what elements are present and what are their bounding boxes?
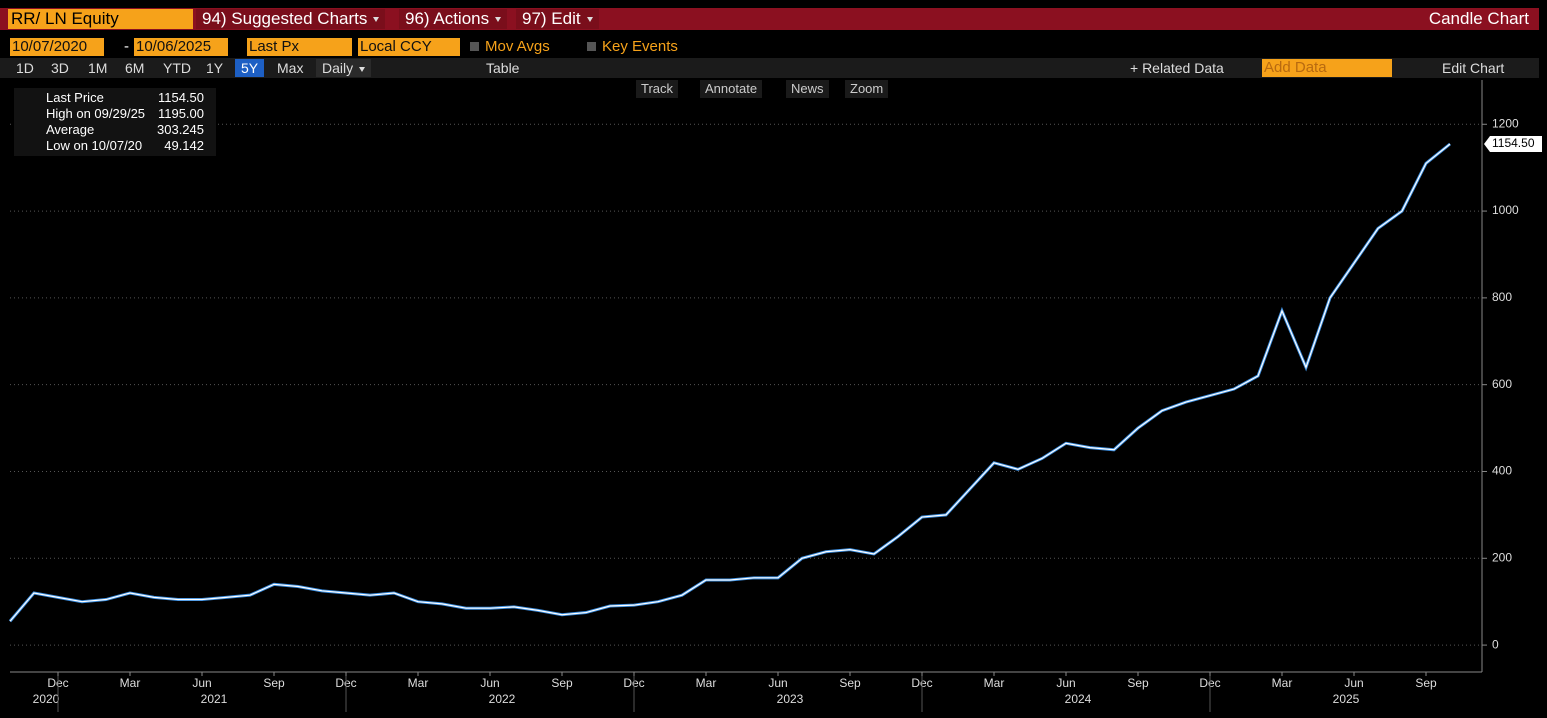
frequency[interactable]: Daily [316, 59, 372, 77]
price-line [9, 143, 1451, 622]
legend-name: Low on 10/07/20 [46, 138, 143, 153]
tool[interactable]: Track [636, 80, 679, 98]
legend-row: Average 303.245 [14, 122, 216, 138]
year-label: 2024 [1065, 692, 1092, 706]
field[interactable]: Last Px [247, 38, 352, 56]
end-date[interactable]: 10/06/2025 [134, 38, 228, 56]
x-tick-label: Dec [911, 676, 932, 690]
start-date[interactable]: 10/07/2020 [10, 38, 104, 56]
legend-name: High on 09/29/25 [46, 106, 146, 121]
period[interactable]: 1Y [206, 60, 224, 76]
last-price-tag [1484, 136, 1542, 153]
x-tick-label: Sep [551, 676, 573, 690]
legend-value: 303.245 [157, 122, 204, 137]
menu[interactable]: 96) Actions [399, 9, 508, 29]
x-tick-label: Jun [480, 676, 499, 690]
menu-label: 96) Actions [405, 9, 490, 28]
legend-name: Average [46, 122, 95, 137]
x-tick-label: Dec [623, 676, 644, 690]
last-price-label: 1154.50 [1492, 136, 1535, 150]
toolbar [0, 58, 1539, 78]
toggle-label: Key Events [602, 38, 678, 55]
frequency-label: Daily [322, 60, 354, 76]
x-tick-label: Mar [696, 676, 717, 690]
x-tick-label: Sep [839, 676, 861, 690]
x-tick-label: Mar [984, 676, 1005, 690]
year-label: 2023 [777, 692, 804, 706]
menu[interactable]: 94) Suggested Charts [196, 9, 386, 29]
edit-chart[interactable]: Edit Chart [1442, 60, 1505, 76]
currency[interactable]: Local CCY [358, 38, 460, 56]
y-tick-label: 1000 [1492, 203, 1519, 217]
tool[interactable]: News [786, 80, 829, 98]
period[interactable]: Max [277, 60, 304, 76]
y-tick-label: 0 [1492, 637, 1499, 651]
legend-value: 1154.50 [157, 90, 204, 105]
table-button[interactable]: Table [486, 60, 520, 76]
year-label: 2025 [1333, 692, 1360, 706]
toggle-label: Mov Avgs [485, 38, 550, 55]
x-tick-label: Jun [192, 676, 211, 690]
x-tick-label: Jun [768, 676, 787, 690]
chart-kind: Candle Chart [1428, 9, 1529, 28]
legend-value: 49.142 [164, 138, 204, 153]
period[interactable]: 1M [88, 60, 108, 76]
x-tick-label: Sep [1415, 676, 1437, 690]
x-tick-label: Sep [1127, 676, 1149, 690]
x-tick-label: Sep [263, 676, 285, 690]
legend-value: 1195.00 [157, 106, 204, 121]
legend-row: Low on 10/07/20 49.142 [14, 138, 216, 154]
x-tick-label: Jun [1056, 676, 1075, 690]
related-data[interactable]: + Related Data [1130, 60, 1224, 76]
y-tick-label: 800 [1492, 290, 1512, 304]
separator: - [124, 38, 129, 55]
toggle[interactable]: Key Events [587, 38, 678, 55]
period[interactable]: YTD [163, 60, 191, 76]
ticker[interactable]: RR/ LN Equity [8, 9, 193, 29]
add-data[interactable]: Add Data [1262, 59, 1392, 77]
price-line [8, 142, 1451, 623]
x-tick-label: Dec [335, 676, 356, 690]
y-tick-label: 200 [1492, 550, 1512, 564]
menu[interactable]: 97) Edit [516, 9, 599, 29]
x-tick-label: Mar [120, 676, 141, 690]
tool[interactable]: Zoom [845, 80, 889, 98]
x-tick-label: Dec [47, 676, 68, 690]
period[interactable]: 3D [51, 60, 69, 76]
year-label: 2022 [489, 692, 516, 706]
tool[interactable]: Annotate [700, 80, 763, 98]
legend: Last Price 1154.50 High on 09/29/25 1195.00… [14, 88, 216, 156]
x-tick-label: Mar [408, 676, 429, 690]
x-tick-label: Mar [1272, 676, 1293, 690]
period[interactable]: 6M [125, 60, 145, 76]
menu-label: 94) Suggested Charts [202, 9, 368, 28]
x-tick-label: Dec [1199, 676, 1220, 690]
x-tick-label: Jun [1344, 676, 1363, 690]
y-tick-label: 400 [1492, 464, 1512, 478]
period[interactable]: 5Y [235, 59, 265, 77]
legend-row: Last Price 1154.50 [14, 90, 216, 106]
menu-label: 97) Edit [522, 9, 581, 28]
y-tick-label: 1200 [1492, 116, 1519, 130]
legend-name: Last Price [46, 90, 104, 105]
period[interactable]: 1D [16, 60, 34, 76]
y-tick-label: 600 [1492, 377, 1512, 391]
year-label: 2021 [201, 692, 228, 706]
year-label: 2020 [33, 692, 60, 706]
toggle[interactable]: Mov Avgs [470, 38, 550, 55]
legend-row: High on 09/29/25 1195.00 [14, 106, 216, 122]
